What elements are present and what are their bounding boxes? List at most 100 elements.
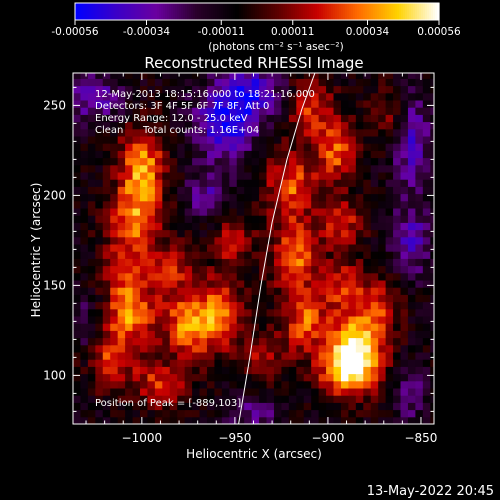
heatmap-cell xyxy=(296,301,305,310)
heatmap-cell xyxy=(303,244,312,252)
heatmap-cell xyxy=(117,200,126,209)
heatmap-cell xyxy=(206,186,215,195)
heatmap-cell xyxy=(192,251,201,259)
heatmap-cell xyxy=(318,136,327,144)
heatmap-cell xyxy=(117,388,126,396)
heatmap-cell xyxy=(340,200,349,209)
heatmap-cell xyxy=(206,164,215,173)
heatmap-cell xyxy=(80,402,89,411)
heatmap-cell xyxy=(162,330,171,339)
heatmap-cell xyxy=(422,280,431,288)
heatmap-cell xyxy=(73,229,81,238)
heatmap-cell xyxy=(162,100,171,108)
heatmap-cell xyxy=(407,316,416,324)
heatmap-cell xyxy=(318,388,327,396)
heatmap-cell xyxy=(244,280,253,288)
heatmap-cell xyxy=(378,359,387,367)
heatmap-cell xyxy=(221,344,230,353)
heatmap-cell xyxy=(288,251,297,259)
heatmap-cell xyxy=(393,409,401,418)
heatmap-cell xyxy=(95,92,104,101)
heatmap-cell xyxy=(221,359,230,367)
heatmap-cell xyxy=(378,128,387,137)
heatmap-cell xyxy=(206,280,215,288)
heatmap-cell xyxy=(296,164,305,173)
heatmap-cell xyxy=(311,136,320,144)
heatmap-cell xyxy=(363,193,372,202)
heatmap-cell xyxy=(184,280,193,288)
heatmap-cell xyxy=(184,128,193,137)
heatmap-cell xyxy=(132,143,141,151)
heatmap-cell xyxy=(206,337,215,346)
heatmap-cell xyxy=(355,236,364,245)
heatmap-cell xyxy=(229,121,238,130)
colorbar-cell xyxy=(243,3,246,20)
heatmap-cell xyxy=(326,251,335,259)
heatmap-cell xyxy=(393,222,401,231)
heatmap-cell xyxy=(407,85,416,94)
heatmap-cell xyxy=(184,402,193,411)
heatmap-cell xyxy=(132,164,141,173)
colorbar-cell xyxy=(199,3,202,20)
colorbar-cell xyxy=(93,3,96,20)
heatmap-cell xyxy=(385,366,394,375)
heatmap-cell xyxy=(385,215,394,223)
heatmap-cell xyxy=(385,409,394,418)
heatmap-cell xyxy=(296,380,305,389)
colorbar-cell xyxy=(187,3,190,20)
heatmap-cell xyxy=(177,388,186,396)
heatmap-cell xyxy=(281,244,290,252)
heatmap-cell xyxy=(154,100,163,108)
heatmap-cell xyxy=(162,373,171,382)
heatmap-cell xyxy=(80,323,89,331)
heatmap-cell xyxy=(73,179,81,187)
heatmap-cell xyxy=(244,172,253,180)
heatmap-cell xyxy=(132,352,141,360)
colorbar-cell xyxy=(315,3,318,20)
heatmap-cell xyxy=(184,236,193,245)
heatmap-cell xyxy=(110,64,118,72)
heatmap-cell xyxy=(132,409,141,418)
colorbar-unit-label: (photons cm⁻² s⁻¹ asec⁻²) xyxy=(208,41,343,53)
heatmap-cell xyxy=(177,179,186,187)
heatmap-cell xyxy=(296,344,305,353)
heatmap-cell xyxy=(393,107,401,115)
colorbar-cell xyxy=(341,3,344,20)
heatmap-cell xyxy=(355,287,364,295)
heatmap-cell xyxy=(340,100,349,108)
heatmap-cell xyxy=(385,280,394,288)
heatmap-cell xyxy=(110,287,119,295)
heatmap-cell xyxy=(385,388,394,396)
heatmap-cell xyxy=(177,236,186,245)
heatmap-cell xyxy=(378,100,387,108)
colorbar-tick-label: -0.00034 xyxy=(123,26,171,38)
colorbar-cell xyxy=(307,3,310,20)
heatmap-cell xyxy=(363,222,372,231)
heatmap-cell xyxy=(430,222,434,231)
heatmap-cell xyxy=(251,179,260,187)
heatmap-cell xyxy=(415,344,424,353)
heatmap-cell xyxy=(125,272,134,281)
heatmap-cell xyxy=(154,107,163,115)
heatmap-cell xyxy=(95,395,104,403)
heatmap-cell xyxy=(177,330,186,339)
heatmap-cell xyxy=(192,172,201,180)
heatmap-cell xyxy=(303,258,312,267)
heatmap-cell xyxy=(281,373,290,382)
heatmap-cell xyxy=(236,215,245,223)
heatmap-cell xyxy=(340,395,349,403)
heatmap-cell xyxy=(378,308,387,317)
heatmap-cell xyxy=(184,244,193,252)
heatmap-cell xyxy=(407,150,416,159)
heatmap-cell xyxy=(259,323,268,331)
heatmap-cell xyxy=(281,352,290,360)
heatmap-cell xyxy=(318,366,327,375)
heatmap-cell xyxy=(192,157,201,166)
heatmap-cell xyxy=(184,352,193,360)
heatmap-cell xyxy=(177,92,186,101)
heatmap-cell xyxy=(132,236,141,245)
heatmap-cell xyxy=(326,143,335,151)
heatmap-cell xyxy=(229,114,238,123)
heatmap-cell xyxy=(430,416,434,424)
heatmap-cell xyxy=(340,222,349,231)
